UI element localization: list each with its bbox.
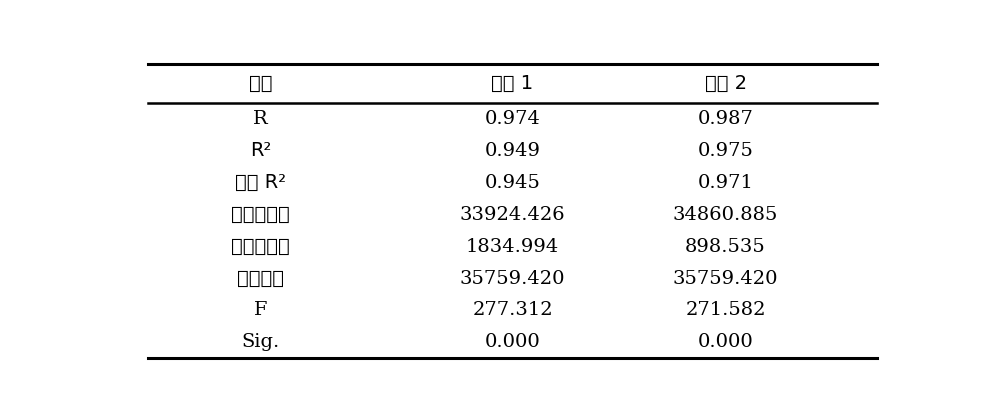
Text: 898.535: 898.535 <box>685 238 766 256</box>
Text: 33924.426: 33924.426 <box>460 206 565 224</box>
Text: 总平方和: 总平方和 <box>237 269 284 287</box>
Text: 项目: 项目 <box>249 74 272 93</box>
Text: 校正 R²: 校正 R² <box>235 173 286 192</box>
Text: 0.949: 0.949 <box>484 142 540 160</box>
Text: 模型 1: 模型 1 <box>491 74 534 93</box>
Text: 0.000: 0.000 <box>698 333 754 352</box>
Text: 模型 2: 模型 2 <box>705 74 747 93</box>
Text: Sig.: Sig. <box>242 333 280 352</box>
Text: 34860.885: 34860.885 <box>673 206 778 224</box>
Text: 0.971: 0.971 <box>698 174 754 192</box>
Text: 271.582: 271.582 <box>685 301 766 319</box>
Text: 剩余平方和: 剩余平方和 <box>231 238 290 256</box>
Text: F: F <box>254 301 267 319</box>
Text: 0.975: 0.975 <box>698 142 754 160</box>
Text: 0.945: 0.945 <box>485 174 540 192</box>
Text: 1834.994: 1834.994 <box>466 238 559 256</box>
Text: 0.987: 0.987 <box>698 110 754 128</box>
Text: R: R <box>253 110 268 128</box>
Text: 277.312: 277.312 <box>472 301 553 319</box>
Text: 0.000: 0.000 <box>485 333 540 352</box>
Text: 回归平方和: 回归平方和 <box>231 206 290 224</box>
Text: 35759.420: 35759.420 <box>673 269 778 287</box>
Text: 35759.420: 35759.420 <box>460 269 565 287</box>
Text: 0.974: 0.974 <box>485 110 540 128</box>
Text: R²: R² <box>250 141 271 161</box>
